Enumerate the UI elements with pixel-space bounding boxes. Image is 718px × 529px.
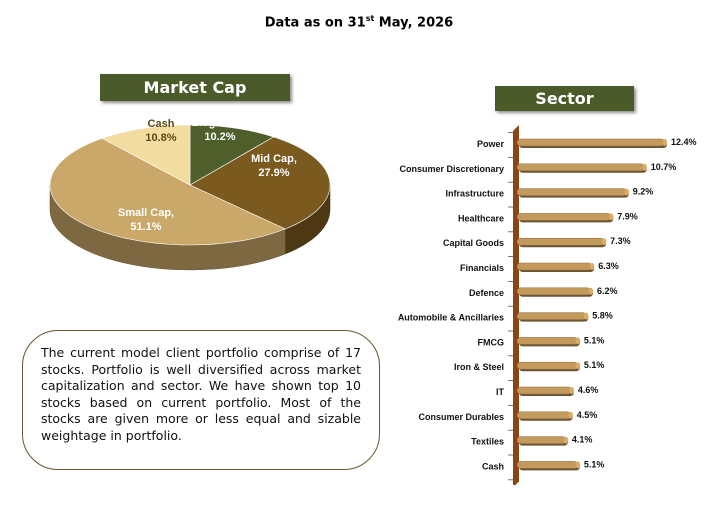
sector-bar [516,386,573,395]
category-label: Consumer Durables [418,412,504,422]
axis-wall [513,125,519,485]
sector-bar [516,213,612,221]
value-label: 10.7% [651,162,677,172]
bar-cap [642,163,647,171]
category-label: Power [477,139,505,149]
pie-label-value: 27.9% [258,167,289,179]
sector-bar-row: Financials 6.3% [460,261,619,273]
sector-bar [516,138,666,147]
pie-slice-large-cap [189,124,275,186]
sector-bar [516,337,579,345]
bar-cap [584,312,589,320]
bar-cap [575,337,581,345]
pie-slice-cash [101,124,191,186]
sector-bar [516,361,579,370]
sector-bar-row: Iron & Steel 5.1% [454,360,604,372]
category-label: Iron & Steel [454,362,504,372]
pie-label-value: 51.1% [130,221,161,233]
sector-bar-row: IT 4.6% [496,385,598,397]
pie-label-category: Mid Cap, [251,153,297,165]
value-label: 7.9% [617,211,638,221]
market-cap-pie-chart: Large Cap, 10.2% Mid Cap, 27.9% Small Cap, 51… [49,117,331,271]
value-label: 9.2% [633,187,654,197]
category-label: Capital Goods [443,238,504,248]
category-label: Infrastructure [445,189,504,199]
bar-cap [588,287,594,295]
value-label: 6.2% [597,286,618,296]
report-date: Data as on 31st May, 2026 [264,14,454,31]
sector-bar [516,436,567,444]
sector-bar-row: Consumer Durables 4.5% [418,410,597,422]
bar-cap [569,387,575,394]
sector-bar-row: Textiles 4.1% [471,435,592,447]
category-label: Textiles [471,437,504,447]
sector-bar [516,188,628,196]
category-label: Automobile & Ancillaries [398,313,504,323]
market-cap-title: Market Cap Allocation [100,74,290,124]
sector-title: Sector Allocation [495,86,634,133]
category-label: Financials [460,263,504,273]
value-label: 5.8% [592,311,613,321]
bar-cap [568,411,573,419]
pie-label-value: 10.2% [204,131,235,143]
pie-label-value: 10.8% [145,132,176,144]
bar-cap [589,263,595,270]
sector-bar-chart: Power 12.4% Consumer Discretionary 10.7% Inf… [398,125,697,485]
sector-bar [516,163,645,172]
value-label: 12.4% [671,137,697,147]
sector-bar-row: Power 12.4% [477,137,697,149]
sector-bar-row: Healthcare 7.9% [458,211,638,223]
portfolio-note: The current model client portfolio compr… [22,330,380,470]
value-label: 5.1% [584,360,605,370]
sector-bar-row: FMCG 5.1% [478,335,605,347]
pie-slice-mid-cap [189,136,331,230]
value-label: 4.1% [572,435,593,445]
category-label: IT [496,387,505,397]
value-label: 7.3% [610,236,631,246]
value-label: 5.1% [584,459,605,469]
value-label: 4.6% [578,385,599,395]
pie-label-category: Small Cap, [118,207,174,219]
sector-bar-row: Cash 5.1% [482,459,604,471]
bar-cap [563,436,569,444]
sector-bar [516,262,593,271]
pie-slice-small-cap [49,137,286,246]
sector-bar-row: Automobile & Ancillaries 5.8% [398,311,613,323]
category-label: Defence [469,288,504,298]
sector-bar-row: Consumer Discretionary 10.7% [399,162,676,174]
bar-cap [662,139,668,146]
bar-cap [575,362,581,370]
sector-bar-row: Defence 6.2% [469,286,618,298]
pie-label-category: Cash [148,118,175,130]
bar-cap [601,238,607,246]
pie-label-category: Large Cap, [192,117,249,129]
category-label: Cash [482,461,504,471]
sector-bar [516,411,571,420]
category-label: Healthcare [458,213,504,223]
bar-cap [624,188,630,196]
value-label: 4.5% [577,410,598,420]
category-label: Consumer Discretionary [399,164,504,174]
category-label: FMCG [478,337,505,347]
sector-bar [516,237,605,246]
value-label: 6.3% [598,261,619,271]
sector-bar [516,461,579,469]
sector-bar [516,287,592,296]
sector-bar-row: Capital Goods 7.3% [443,236,631,248]
bar-cap [609,213,614,221]
sector-bar [516,312,587,320]
value-label: 5.1% [584,335,605,345]
sector-bar-row: Infrastructure 9.2% [445,187,653,199]
bar-cap [575,461,581,469]
